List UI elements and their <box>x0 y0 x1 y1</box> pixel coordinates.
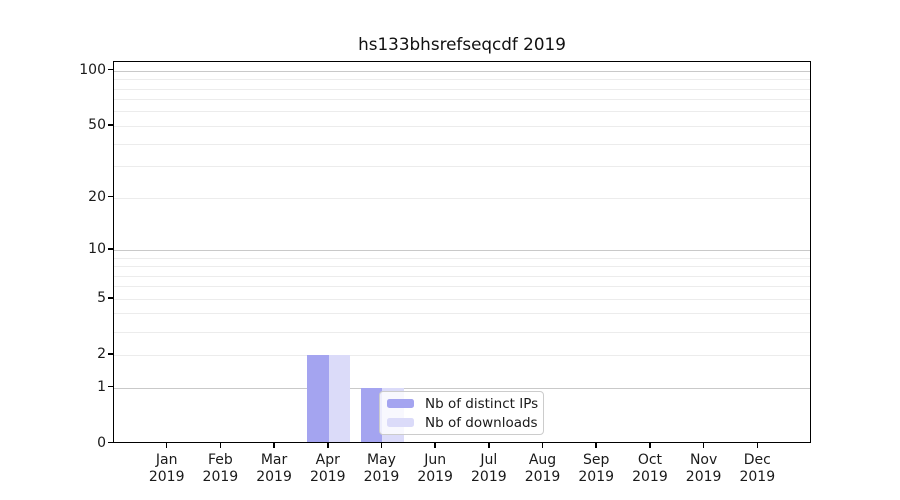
minor-gridline <box>114 197 810 199</box>
x-tick-label: Feb 2019 <box>202 452 239 485</box>
x-tick-label: Jul 2019 <box>471 452 507 485</box>
minor-gridline <box>114 313 810 315</box>
bar-downloads <box>328 354 351 443</box>
minor-gridline <box>114 286 810 288</box>
y-tick-label: 0 <box>97 434 106 451</box>
y-tick-label: 10 <box>88 240 106 257</box>
y-tick-label: 20 <box>88 188 106 205</box>
x-tick-label: Apr 2019 <box>309 452 346 485</box>
x-tick-label: Jan 2019 <box>148 452 185 485</box>
major-gridline <box>114 70 810 72</box>
y-tick <box>108 297 113 299</box>
minor-gridline <box>114 125 810 127</box>
y-tick-label: 2 <box>97 345 106 362</box>
y-tick <box>108 195 113 198</box>
minor-gridline <box>114 88 810 90</box>
x-tick <box>541 443 544 448</box>
distinct-ips-swatch <box>387 399 414 408</box>
x-tick <box>327 443 329 448</box>
minor-gridline <box>114 298 810 300</box>
y-tick-label: 5 <box>97 289 106 306</box>
legend: Nb of distinct IPs Nb of downloads <box>379 391 544 435</box>
x-tick <box>434 443 436 448</box>
y-tick <box>108 385 113 388</box>
y-tick <box>108 248 113 250</box>
minor-gridline <box>114 331 810 333</box>
major-gridline <box>114 387 810 389</box>
y-tick-label: 1 <box>97 378 106 395</box>
x-tick-label: Jun 2019 <box>417 452 453 485</box>
y-tick <box>108 124 113 126</box>
minor-gridline <box>114 99 810 101</box>
minor-gridline <box>114 111 810 113</box>
x-tick <box>165 443 168 448</box>
x-tick <box>756 443 759 448</box>
y-tick <box>108 353 113 355</box>
x-tick-label: Dec 2019 <box>739 452 776 485</box>
x-tick-label: May 2019 <box>363 452 400 485</box>
minor-gridline <box>114 354 810 356</box>
legend-label-downloads: Nb of downloads <box>425 414 538 431</box>
legend-item-downloads: Nb of downloads <box>380 413 543 432</box>
y-tick <box>108 68 113 71</box>
minor-gridline <box>114 79 810 81</box>
y-tick-label: 100 <box>79 61 106 78</box>
minor-gridline <box>114 166 810 168</box>
x-tick <box>219 443 222 448</box>
x-tick <box>380 443 383 448</box>
legend-item-distinct-ips: Nb of distinct IPs <box>380 394 543 413</box>
minor-gridline <box>114 266 810 267</box>
plot-area <box>113 61 811 443</box>
x-tick <box>488 443 490 448</box>
x-tick-label: Nov 2019 <box>685 452 722 485</box>
x-tick-label: Sep 2019 <box>578 452 615 485</box>
chart-title: hs133bhsrefseqcdf 2019 <box>358 34 566 54</box>
x-tick-label: Oct 2019 <box>632 452 668 485</box>
minor-gridline <box>114 143 810 145</box>
minor-gridline <box>114 275 810 277</box>
bar-distinct-ips <box>360 387 383 443</box>
y-tick <box>108 441 113 444</box>
y-tick-label: 50 <box>88 116 106 133</box>
minor-gridline <box>114 257 810 259</box>
x-tick <box>273 443 275 448</box>
x-tick <box>649 443 651 448</box>
bar-distinct-ips <box>307 354 329 443</box>
x-tick <box>702 443 705 448</box>
x-tick-label: Aug 2019 <box>524 452 561 485</box>
major-gridline <box>114 249 810 251</box>
legend-label-distinct-ips: Nb of distinct IPs <box>425 395 539 412</box>
x-tick <box>595 443 597 448</box>
x-tick-label: Mar 2019 <box>256 452 292 485</box>
downloads-swatch <box>387 418 414 427</box>
